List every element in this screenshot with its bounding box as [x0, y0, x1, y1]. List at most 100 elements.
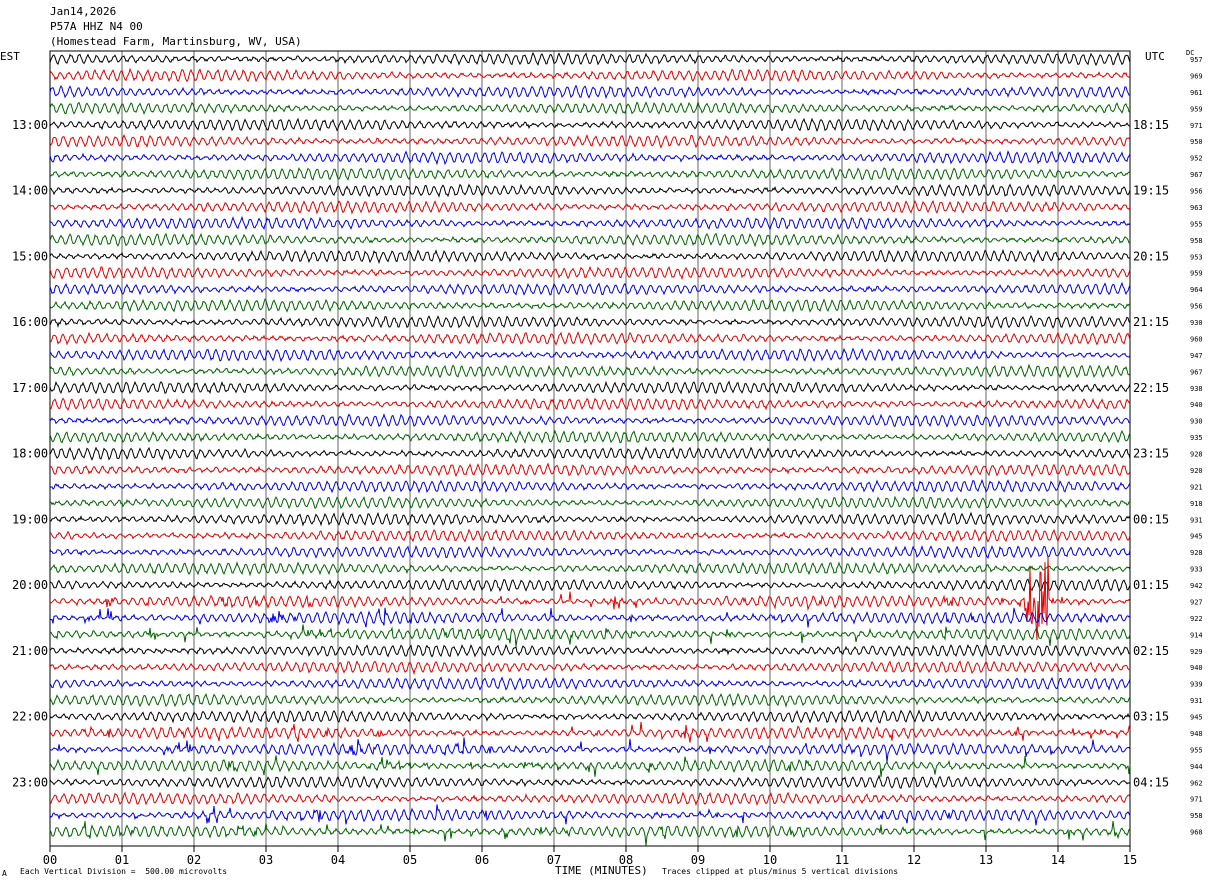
clip-note: Traces clipped at plus/minus 5 vertical …: [662, 867, 899, 876]
trace-line: [49, 557, 1131, 641]
trace-line: [49, 397, 1131, 412]
dc-offset-label: 931: [1190, 697, 1203, 705]
trace-line: [49, 462, 1131, 478]
trace-line: [49, 183, 1131, 198]
dc-offset-label: 955: [1190, 746, 1203, 754]
trace-line: [49, 232, 1131, 248]
left-timezone-label: EST: [0, 50, 20, 63]
trace-line: [49, 607, 1131, 628]
dc-offset-label: 922: [1190, 615, 1203, 623]
trace-line: [49, 363, 1131, 379]
trace-line: [49, 660, 1131, 676]
trace-line: [49, 676, 1131, 691]
x-tick-label: 09: [691, 853, 705, 867]
dc-offset-label: 958: [1190, 812, 1203, 820]
x-tick-label: 03: [259, 853, 273, 867]
dc-offset-label: 969: [1190, 72, 1203, 80]
trace-line: [49, 100, 1130, 116]
trace-line: [49, 643, 1131, 658]
x-tick-label: 08: [619, 853, 633, 867]
dc-offset-label: 971: [1190, 796, 1203, 804]
dc-offset-label: 967: [1190, 368, 1203, 376]
location-label: (Homestead Farm, Martinsburg, WV, USA): [50, 35, 302, 48]
dc-offset-label: 963: [1190, 204, 1203, 212]
trace-line: [49, 692, 1131, 709]
dc-offset-label: 968: [1190, 829, 1203, 837]
left-hour-label: 21:00: [12, 644, 48, 658]
dc-offset-label: 947: [1190, 352, 1203, 360]
dc-offset-label: 962: [1190, 779, 1203, 787]
dc-offset-label: 914: [1190, 631, 1203, 639]
trace-line: [49, 51, 1131, 67]
dc-offset-label: 950: [1190, 138, 1203, 146]
trace-line: [49, 511, 1131, 527]
trace-line: [50, 331, 1131, 346]
dc-offset-label: 956: [1190, 188, 1203, 196]
trace-line: [49, 133, 1131, 149]
trace-line: [49, 737, 1131, 763]
dc-offset-label: 948: [1190, 730, 1203, 738]
trace-line: [49, 709, 1131, 724]
dc-offset-label: 945: [1190, 533, 1203, 541]
dc-offset-label: 953: [1190, 253, 1203, 261]
x-tick-label: 13: [979, 853, 993, 867]
trace-line: [49, 281, 1131, 296]
right-hour-label: 02:15: [1133, 644, 1169, 658]
x-tick-label: 11: [835, 853, 849, 867]
right-hour-label: 01:15: [1133, 578, 1169, 592]
dc-offset-label: 955: [1190, 220, 1203, 228]
trace-line: [49, 544, 1131, 560]
dc-offset-label: 939: [1190, 681, 1203, 689]
dc-offset-label: 938: [1190, 385, 1203, 393]
right-hour-label: 23:15: [1133, 447, 1169, 461]
dc-offset-label: 967: [1190, 171, 1203, 179]
trace-line: [49, 199, 1131, 215]
x-tick-label: 10: [763, 853, 777, 867]
dc-offset-label: 944: [1190, 763, 1203, 771]
dc-offset-label: 928: [1190, 549, 1203, 557]
x-tick-label: 12: [907, 853, 921, 867]
x-tick-label: 07: [547, 853, 561, 867]
dc-offset-label: 956: [1190, 303, 1203, 311]
trace-line: [49, 495, 1131, 510]
trace-line: [49, 67, 1131, 83]
trace-line: [49, 721, 1131, 743]
dc-offset-label: 942: [1190, 582, 1203, 590]
trace-line: [49, 624, 1131, 647]
dc-offset-label: 961: [1190, 89, 1203, 97]
dc-offset-label: 945: [1190, 714, 1203, 722]
right-hour-label: 20:15: [1133, 249, 1169, 263]
trace-line: [49, 215, 1131, 231]
left-hour-label: 18:00: [12, 447, 48, 461]
trace-line: [49, 315, 1131, 329]
right-hour-label: 04:15: [1133, 775, 1169, 789]
trace-line: [49, 429, 1131, 444]
trace-line: [49, 248, 1131, 265]
dc-offset-label: 928: [1190, 451, 1203, 459]
date-label: Jan14,2026: [50, 5, 117, 18]
left-hour-label: 23:00: [12, 775, 48, 789]
plot-frame: [49, 50, 1131, 847]
dc-offset-label: 930: [1190, 418, 1203, 426]
trace-line: [49, 804, 1131, 826]
trace-line: [49, 821, 1131, 846]
dc-offset-label: 920: [1190, 467, 1203, 475]
trace-line: [49, 774, 1131, 790]
dc-offset-label: 930: [1190, 319, 1203, 327]
left-hour-label: 14:00: [12, 184, 48, 198]
scale-note: Each Vertical Division = 500.00 microvol…: [20, 867, 228, 876]
dc-offset-label: 964: [1190, 286, 1203, 294]
x-axis-title: TIME (MINUTES): [555, 864, 648, 877]
trace-line: [49, 578, 1131, 593]
trace-line: [49, 380, 1131, 395]
trace-line: [49, 117, 1131, 133]
trace-line: [49, 478, 1131, 494]
dc-offset-label: 952: [1190, 155, 1203, 163]
dc-offset-label: 933: [1190, 566, 1203, 574]
x-tick-label: 01: [115, 853, 129, 867]
x-tick-label: 05: [403, 853, 417, 867]
right-hour-label: 19:15: [1133, 184, 1169, 198]
dc-offset-label: 959: [1190, 105, 1203, 113]
trace-line: [49, 791, 1131, 807]
